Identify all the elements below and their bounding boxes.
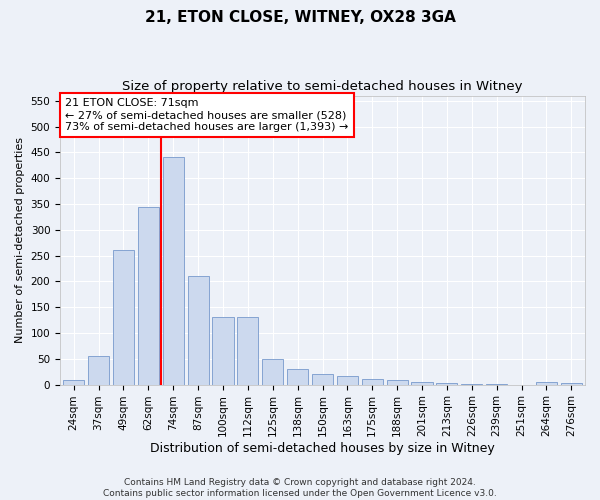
Bar (163, 158, 184, 384)
Bar (63, 380, 84, 384)
Title: Size of property relative to semi-detached houses in Witney: Size of property relative to semi-detach… (122, 80, 523, 93)
Text: 21, ETON CLOSE, WITNEY, OX28 3GA: 21, ETON CLOSE, WITNEY, OX28 3GA (145, 10, 455, 25)
Text: Contains HM Land Registry data © Crown copyright and database right 2024.
Contai: Contains HM Land Registry data © Crown c… (103, 478, 497, 498)
Bar (113, 250, 134, 384)
Bar (287, 369, 308, 384)
Bar (88, 356, 109, 384)
Text: 21 ETON CLOSE: 71sqm
← 27% of semi-detached houses are smaller (528)
73% of semi: 21 ETON CLOSE: 71sqm ← 27% of semi-detac… (65, 98, 349, 132)
Bar (436, 383, 457, 384)
Bar (262, 359, 283, 384)
Bar (188, 276, 209, 384)
X-axis label: Distribution of semi-detached houses by size in Witney: Distribution of semi-detached houses by … (150, 442, 495, 455)
Bar (237, 318, 259, 384)
Bar (312, 374, 333, 384)
Bar (386, 380, 408, 384)
Bar (561, 383, 582, 384)
Bar (362, 380, 383, 384)
Y-axis label: Number of semi-detached properties: Number of semi-detached properties (15, 137, 25, 343)
Bar (337, 376, 358, 384)
Bar (138, 206, 159, 384)
Bar (536, 382, 557, 384)
Bar (212, 318, 233, 384)
Bar (412, 382, 433, 384)
